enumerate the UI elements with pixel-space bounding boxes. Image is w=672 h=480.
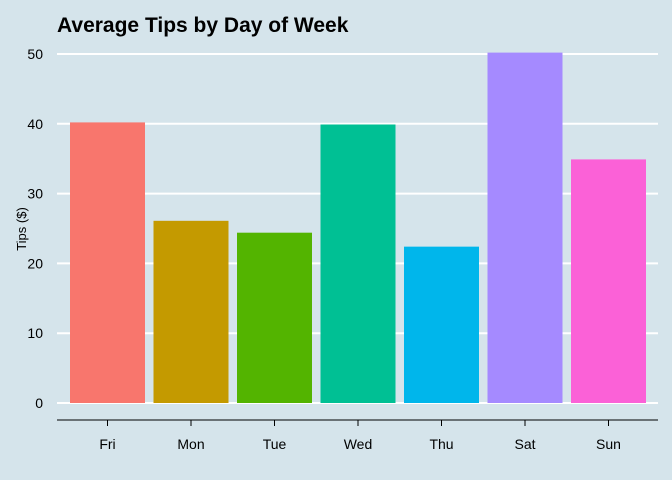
chart-title: Average Tips by Day of Week [57, 14, 349, 37]
y-tick-label: 20 [27, 255, 43, 271]
y-tick-label: 0 [35, 395, 43, 411]
x-tick-label-fri: Fri [99, 436, 115, 452]
bar-mon [153, 220, 229, 403]
bar-sat [487, 52, 563, 403]
x-tick-label-thu: Thu [429, 436, 453, 452]
bar-sun [571, 159, 646, 403]
bar-wed [320, 124, 396, 404]
x-tick-label-wed: Wed [344, 436, 373, 452]
y-tick-label: 50 [27, 46, 43, 62]
bar-thu [404, 246, 479, 403]
y-tick-label: 40 [27, 116, 43, 132]
y-tick-label: 10 [27, 325, 43, 341]
y-tick-label: 30 [27, 186, 43, 202]
x-tick-label-mon: Mon [177, 436, 204, 452]
x-tick-label-tue: Tue [263, 436, 287, 452]
y-axis-label: Tips ($) [14, 207, 29, 251]
x-tick-label-sun: Sun [596, 436, 621, 452]
bar-fri [70, 122, 145, 404]
x-tick-label-sat: Sat [514, 436, 535, 452]
bar-tue [237, 232, 312, 403]
